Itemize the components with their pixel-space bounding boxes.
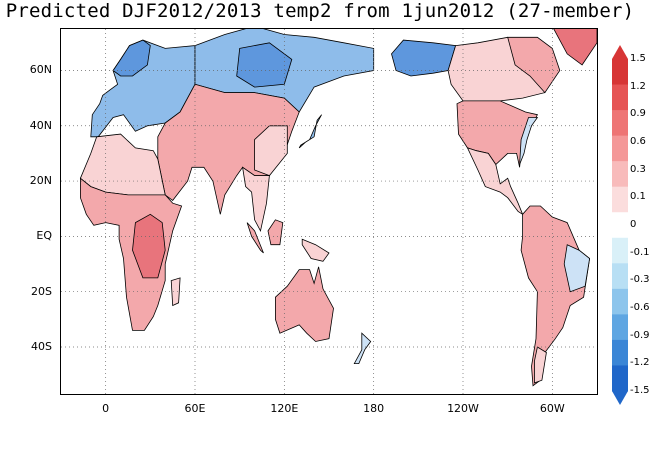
colorbar-tick-label: -0.3	[630, 274, 650, 286]
lon-tick-label: 0	[102, 402, 110, 415]
africa-region	[79, 177, 183, 331]
north-africa-region	[79, 133, 166, 196]
colorbar-tick-label: 0.9	[630, 108, 646, 120]
europe-region	[90, 39, 196, 138]
sumatra-region	[246, 222, 264, 254]
south-america-region	[520, 205, 591, 387]
colorbar-tick-label: 0.6	[630, 136, 646, 147]
colorbar-segment	[612, 237, 628, 264]
colorbar-tick-label: -1.5	[630, 385, 650, 396]
colorbar-tick-label: 1.5	[630, 53, 646, 64]
colorbar-segment	[612, 365, 628, 392]
colorbar-tick-label: 1.2	[630, 80, 646, 92]
graticule-grid	[61, 29, 597, 394]
east-usa-region	[519, 117, 539, 165]
colorbar	[612, 45, 628, 405]
new-zealand-region	[353, 332, 372, 365]
colorbar-tick-label: -0.9	[630, 329, 650, 341]
lat-tick-label: 40S	[31, 339, 52, 353]
colorbar-segment	[612, 186, 628, 213]
lon-tick-label: 60W	[539, 402, 565, 415]
lon-tick-label: 120E	[270, 402, 299, 415]
lat-tick-label: EQ	[36, 229, 52, 243]
mexico-region	[466, 147, 524, 216]
colorbar-tick-label: -0.6	[630, 302, 650, 313]
japan-region	[298, 114, 322, 149]
lat-tick-label: 40N	[29, 118, 52, 132]
brazil-region	[563, 244, 591, 293]
colorbar-top-arrow	[612, 45, 628, 59]
colorbar-segment	[612, 263, 628, 290]
lat-tick-label: 60N	[29, 63, 52, 77]
east-africa-region	[132, 213, 166, 279]
colorbar-tick-label: 0	[630, 219, 637, 230]
colorbar-tick-label: -0.1	[630, 246, 650, 258]
colorbar-bottom-arrow	[612, 391, 628, 405]
colorbar-tick-label: 0.1	[630, 191, 646, 203]
southeast-asia-region	[242, 166, 270, 233]
scandinavia-region	[112, 39, 151, 77]
land-anomaly-fields	[79, 29, 597, 387]
map-title: Predicted DJF2012/2013 temp2 from 1jun20…	[5, 0, 635, 22]
borneo-region	[267, 219, 284, 246]
patagonia-region	[534, 346, 547, 384]
lat-tick-label: 20S	[31, 284, 52, 298]
lon-tick-label: 120W	[447, 402, 479, 415]
map-plot-area	[60, 28, 598, 395]
colorbar-tick-label: -1.2	[630, 357, 650, 369]
colorbar-segment	[612, 161, 628, 188]
colorbar-segment	[612, 288, 628, 315]
central-siberia-region	[236, 42, 293, 88]
colorbar-segment	[612, 212, 628, 239]
colorbar-segment	[612, 314, 628, 341]
colorbar-segment	[612, 135, 628, 162]
colorbar-segment	[612, 339, 628, 366]
colorbar-segment	[612, 59, 628, 86]
lat-tick-label: 20N	[29, 174, 52, 188]
new-guinea-region	[301, 238, 330, 262]
colorbar-segment	[612, 110, 628, 137]
map-canvas	[61, 29, 597, 394]
greenland-region	[553, 29, 597, 66]
australia-region	[274, 266, 334, 342]
colorbar-segment	[612, 84, 628, 111]
lon-tick-label: 180	[363, 402, 385, 415]
colorbar-tick-label: 0.3	[630, 163, 646, 175]
madagascar-region	[170, 277, 181, 307]
lon-tick-label: 60E	[184, 402, 206, 415]
